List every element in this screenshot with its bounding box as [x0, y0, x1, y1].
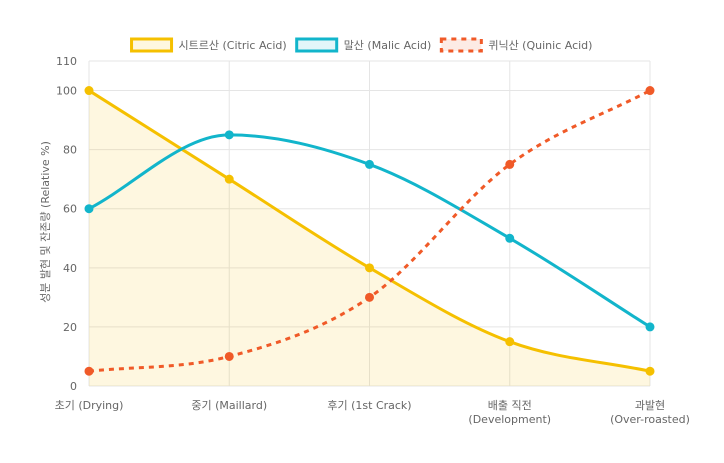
series-areas: [89, 90, 650, 386]
data-point[interactable]: [224, 174, 234, 184]
data-point[interactable]: [224, 130, 234, 140]
series-points: [84, 86, 655, 376]
y-axis-title: 성분 발현 및 잔존량 (Relative %): [39, 141, 52, 303]
data-point[interactable]: [365, 159, 374, 169]
series-line-2: [88, 89, 651, 373]
x-tick-label: 중기 (Maillard): [191, 399, 267, 412]
data-point[interactable]: [84, 86, 94, 96]
data-point[interactable]: [645, 366, 655, 376]
legend: 시트르산 (Citric Acid) 말산 (Malic Acid) 퀴닉산 (Qu…: [130, 37, 592, 53]
data-point[interactable]: [505, 233, 515, 243]
y-tick-label: 20: [63, 321, 77, 334]
y-tick-label: 60: [63, 203, 77, 216]
data-point[interactable]: [505, 159, 515, 169]
legend-item[interactable]: 시트르산 (Citric Acid): [130, 37, 287, 53]
legend-item[interactable]: 퀴닉산 (Quinic Acid): [439, 37, 592, 53]
y-tick-label: 40: [63, 262, 77, 275]
x-axis-ticks: 초기 (Drying) 중기 (Maillard) 후기 (1st Crack) 배출…: [55, 399, 690, 426]
series-area-0: [89, 90, 650, 386]
data-point[interactable]: [645, 322, 655, 332]
data-point[interactable]: [645, 86, 655, 96]
legend-swatch: [295, 37, 339, 53]
legend-label: 말산 (Malic Acid): [344, 39, 432, 52]
grid: [88, 60, 651, 387]
legend-item[interactable]: 말산 (Malic Acid): [295, 37, 432, 53]
legend-label: 시트르산 (Citric Acid): [179, 39, 287, 52]
data-point[interactable]: [365, 292, 374, 302]
x-tick-label: 후기 (1st Crack): [327, 399, 411, 412]
x-tick-label: 초기 (Drying): [55, 399, 124, 412]
y-tick-label: 110: [56, 55, 77, 68]
x-tick-label: 과발현 (Over-roasted): [610, 399, 690, 426]
y-tick-label: 100: [56, 85, 77, 98]
data-point[interactable]: [224, 351, 234, 361]
x-tick-label: 배출 직전 (Development): [468, 399, 551, 426]
data-point[interactable]: [84, 366, 94, 376]
y-tick-label: 80: [63, 144, 77, 157]
legend-swatch: [439, 37, 483, 53]
data-point[interactable]: [505, 337, 515, 347]
y-tick-label: 0: [70, 380, 77, 393]
legend-swatch: [130, 37, 174, 53]
legend-label: 퀴닉산 (Quinic Acid): [488, 39, 592, 52]
data-point[interactable]: [365, 263, 374, 273]
data-point[interactable]: [84, 204, 94, 214]
y-axis-ticks: 0 20 40 60 80 100 110: [56, 55, 77, 393]
